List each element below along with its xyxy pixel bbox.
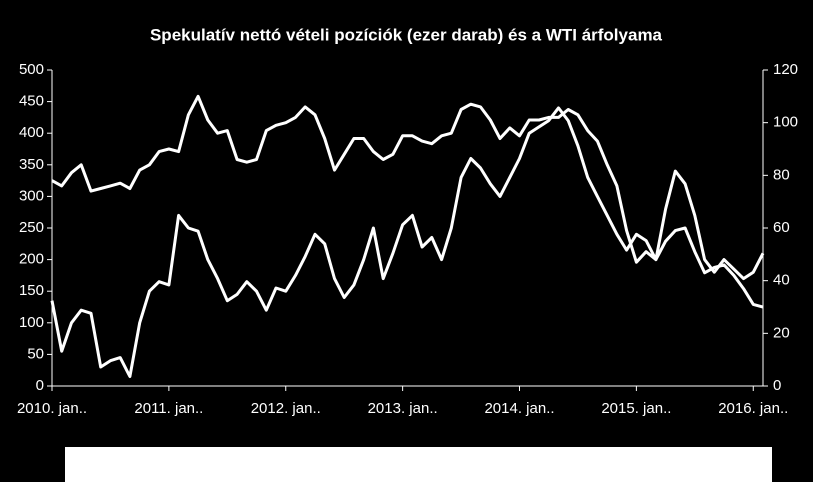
y2-tick-label: 80 [773, 166, 790, 183]
y-tick-label: 100 [19, 314, 44, 331]
data-line [51, 94, 764, 309]
y-tick-label: 150 [19, 282, 44, 299]
y2-tick-label: 120 [773, 61, 798, 78]
y-tick-label: 300 [19, 187, 44, 204]
chart-title: Spekulatív nettó vételi pozíciók (ezer d… [150, 25, 663, 44]
y2-tick-label: 60 [773, 219, 790, 236]
y-tick-label: 350 [19, 156, 44, 173]
data-line [50, 106, 765, 378]
x-tick-label: 2016. jan.. [718, 400, 788, 417]
x-tick-label: 2013. jan.. [368, 400, 438, 417]
y-tick-label: 200 [19, 251, 44, 268]
y-tick-label: 400 [19, 124, 44, 141]
y2-tick-label: 20 [773, 324, 790, 341]
y-tick-label: 500 [19, 61, 44, 78]
y-tick-label: 450 [19, 93, 44, 110]
legend-box [65, 447, 772, 482]
x-tick-label: 2015. jan.. [601, 400, 671, 417]
y-tick-label: 50 [27, 345, 44, 362]
x-tick-label: 2014. jan.. [484, 400, 554, 417]
x-tick-label: 2010. jan.. [17, 400, 87, 417]
y2-tick-label: 100 [773, 114, 798, 131]
y-tick-label: 0 [36, 377, 44, 394]
x-tick-label: 2011. jan.. [134, 400, 203, 417]
y2-tick-label: 40 [773, 272, 790, 289]
y-tick-label: 250 [19, 219, 44, 236]
x-tick-label: 2012. jan.. [251, 400, 321, 417]
y2-tick-label: 0 [773, 377, 781, 394]
